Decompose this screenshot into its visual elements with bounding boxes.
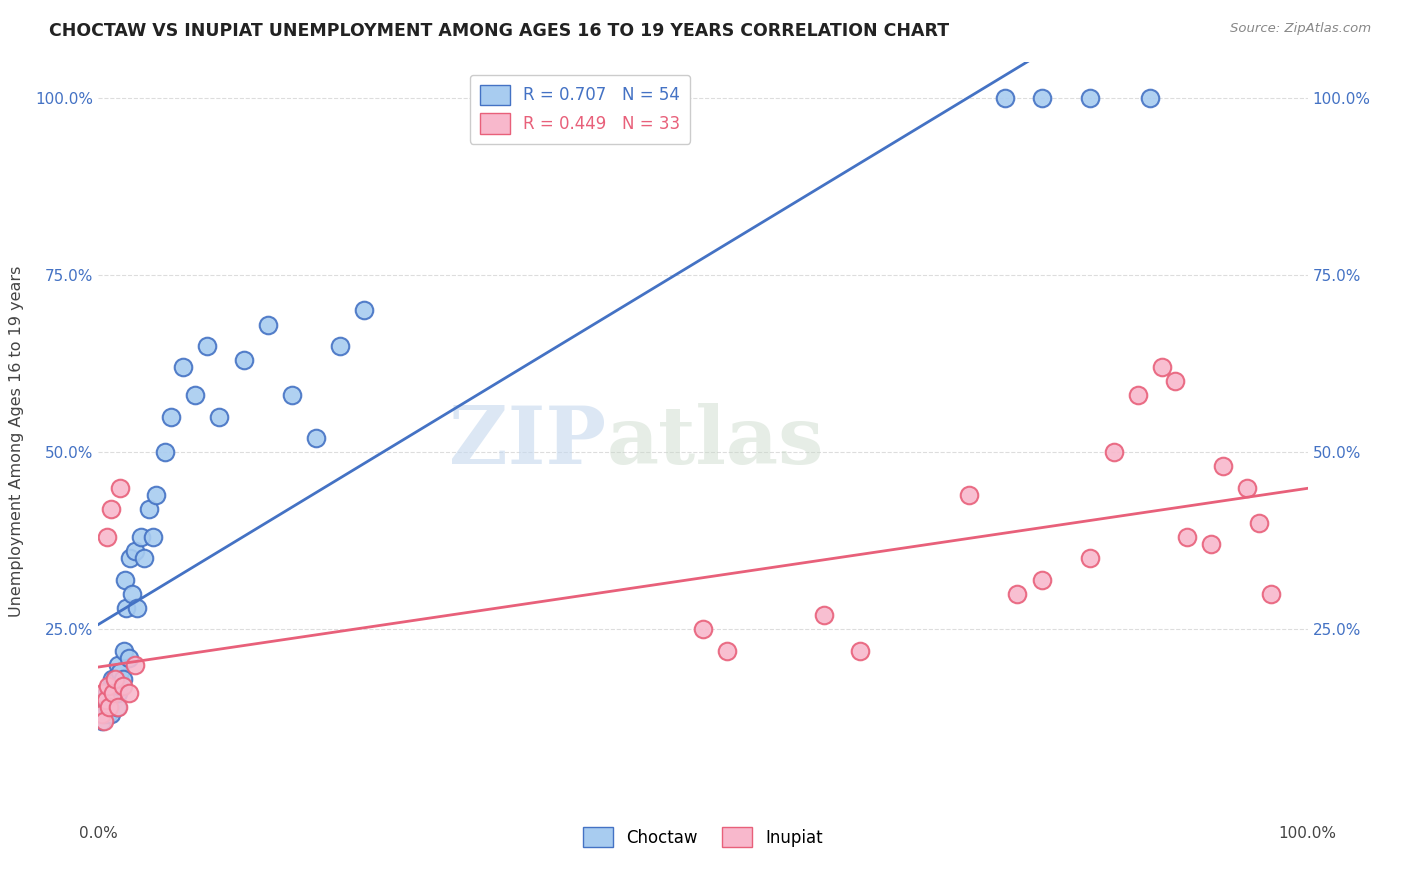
Point — [957, 488, 980, 502]
Point — [813, 608, 835, 623]
Point — [97, 679, 120, 693]
Point — [138, 501, 160, 516]
Point — [105, 672, 128, 686]
Point — [111, 679, 134, 693]
Point — [107, 700, 129, 714]
Point — [111, 672, 134, 686]
Point — [96, 700, 118, 714]
Point — [93, 714, 115, 729]
Point — [124, 544, 146, 558]
Point — [353, 303, 375, 318]
Point — [1031, 573, 1053, 587]
Point — [121, 587, 143, 601]
Point — [142, 530, 165, 544]
Point — [172, 360, 194, 375]
Point — [96, 530, 118, 544]
Point — [91, 714, 114, 729]
Point — [134, 551, 156, 566]
Point — [112, 643, 135, 657]
Text: ZIP: ZIP — [450, 402, 606, 481]
Point — [329, 339, 352, 353]
Legend: Choctaw, Inupiat: Choctaw, Inupiat — [576, 821, 830, 854]
Point — [256, 318, 278, 332]
Point — [108, 679, 131, 693]
Point — [103, 693, 125, 707]
Point — [1236, 481, 1258, 495]
Point — [1199, 537, 1222, 551]
Point — [101, 686, 124, 700]
Point — [1212, 459, 1234, 474]
Text: CHOCTAW VS INUPIAT UNEMPLOYMENT AMONG AGES 16 TO 19 YEARS CORRELATION CHART: CHOCTAW VS INUPIAT UNEMPLOYMENT AMONG AG… — [49, 22, 949, 40]
Point — [184, 388, 207, 402]
Point — [98, 700, 121, 714]
Point — [195, 339, 218, 353]
Point — [94, 693, 117, 707]
Point — [1249, 516, 1271, 530]
Point — [1139, 91, 1161, 105]
Point — [1007, 587, 1029, 601]
Point — [305, 431, 328, 445]
Point — [105, 700, 128, 714]
Point — [97, 707, 120, 722]
Point — [1128, 388, 1150, 402]
Point — [101, 686, 124, 700]
Point — [1031, 91, 1053, 105]
Point — [96, 686, 118, 700]
Point — [1163, 374, 1185, 388]
Point — [1152, 360, 1174, 375]
Point — [100, 679, 122, 693]
Point — [1102, 445, 1125, 459]
Point — [91, 707, 114, 722]
Point — [93, 707, 115, 722]
Point — [1260, 587, 1282, 601]
Point — [153, 445, 176, 459]
Point — [100, 672, 122, 686]
Point — [100, 707, 122, 722]
Point — [104, 672, 127, 686]
Point — [281, 388, 304, 402]
Point — [145, 488, 167, 502]
Point — [107, 657, 129, 672]
Point — [127, 601, 149, 615]
Point — [115, 601, 138, 615]
Point — [208, 409, 231, 424]
Point — [107, 686, 129, 700]
Point — [104, 672, 127, 686]
Point — [1078, 91, 1101, 105]
Point — [994, 91, 1017, 105]
Point — [94, 693, 117, 707]
Point — [98, 686, 121, 700]
Point — [160, 409, 183, 424]
Point — [108, 481, 131, 495]
Point — [108, 665, 131, 679]
Point — [118, 686, 141, 700]
Point — [124, 657, 146, 672]
Point — [100, 501, 122, 516]
Point — [103, 679, 125, 693]
Text: atlas: atlas — [606, 402, 824, 481]
Point — [129, 530, 152, 544]
Point — [100, 686, 122, 700]
Point — [91, 700, 114, 714]
Point — [716, 643, 738, 657]
Point — [91, 686, 114, 700]
Y-axis label: Unemployment Among Ages 16 to 19 years: Unemployment Among Ages 16 to 19 years — [10, 266, 24, 617]
Point — [98, 700, 121, 714]
Point — [692, 623, 714, 637]
Point — [118, 650, 141, 665]
Point — [232, 353, 254, 368]
Point — [118, 551, 141, 566]
Point — [97, 693, 120, 707]
Point — [114, 573, 136, 587]
Point — [1175, 530, 1198, 544]
Text: Source: ZipAtlas.com: Source: ZipAtlas.com — [1230, 22, 1371, 36]
Point — [1078, 551, 1101, 566]
Point — [849, 643, 872, 657]
